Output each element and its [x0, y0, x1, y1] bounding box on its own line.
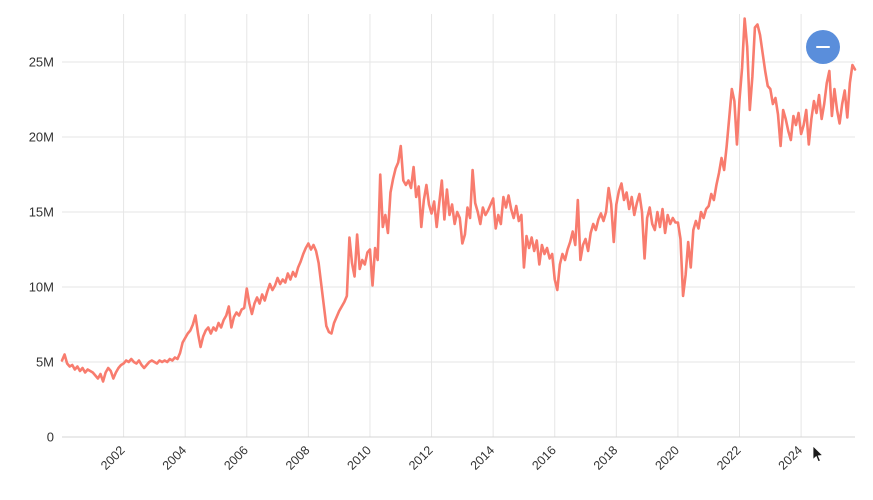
x-axis-tick-label: 2020 — [652, 443, 682, 473]
x-axis-tick-label: 2022 — [714, 443, 744, 473]
series-line — [60, 17, 857, 383]
y-axis-tick-label: 15M — [29, 205, 54, 220]
y-axis-tick-label: 5M — [36, 355, 54, 370]
x-axis-tick-label: 2008 — [283, 443, 313, 473]
x-axis-tick-label: 2002 — [98, 443, 128, 473]
collapse-button[interactable] — [806, 30, 840, 64]
y-axis-tick-label: 20M — [29, 130, 54, 145]
y-axis-tick-label: 0 — [47, 430, 54, 445]
y-axis-tick-label: 10M — [29, 280, 54, 295]
x-axis-tick-label: 2004 — [160, 443, 190, 473]
x-axis-tick-label: 2016 — [529, 443, 559, 473]
x-axis-tick-label: 2014 — [468, 443, 498, 473]
x-axis-tick-label: 2018 — [591, 443, 621, 473]
x-axis-tick-label: 2012 — [406, 443, 436, 473]
minus-icon — [816, 45, 830, 49]
x-axis-tick-label: 2006 — [221, 443, 251, 473]
x-axis-tick-label: 2010 — [345, 443, 375, 473]
y-axis-tick-label: 25M — [29, 55, 54, 70]
x-axis-tick-label: 2024 — [776, 443, 806, 473]
